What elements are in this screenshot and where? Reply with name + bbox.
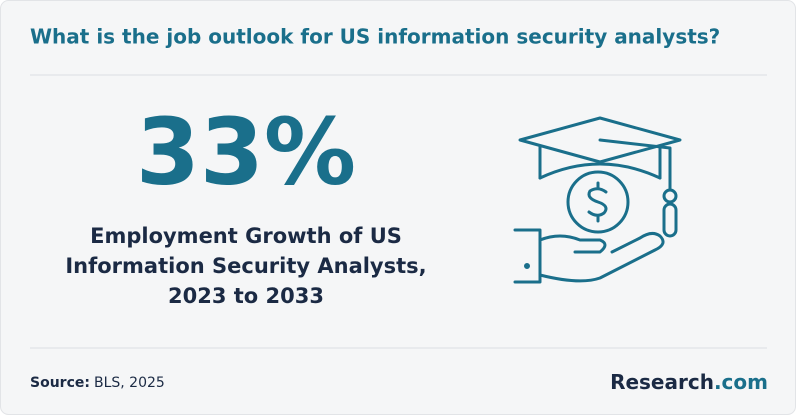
brand-suffix: .com	[714, 370, 768, 394]
brand-logo: Research.com	[610, 370, 768, 394]
stat-value: 33%	[136, 98, 356, 205]
source-text: BLS, 2025	[94, 375, 165, 391]
title: What is the job outlook for US informati…	[30, 25, 720, 49]
stat-description: Employment Growth of US	[90, 224, 402, 248]
brand-name: Research	[610, 370, 714, 394]
source-label: Source:	[30, 375, 90, 391]
stat-description: Information Security Analysts,	[65, 254, 426, 278]
source: Source: BLS, 2025	[30, 375, 165, 391]
icon	[513, 116, 682, 284]
stat-description: 2023 to 2033	[168, 284, 324, 308]
